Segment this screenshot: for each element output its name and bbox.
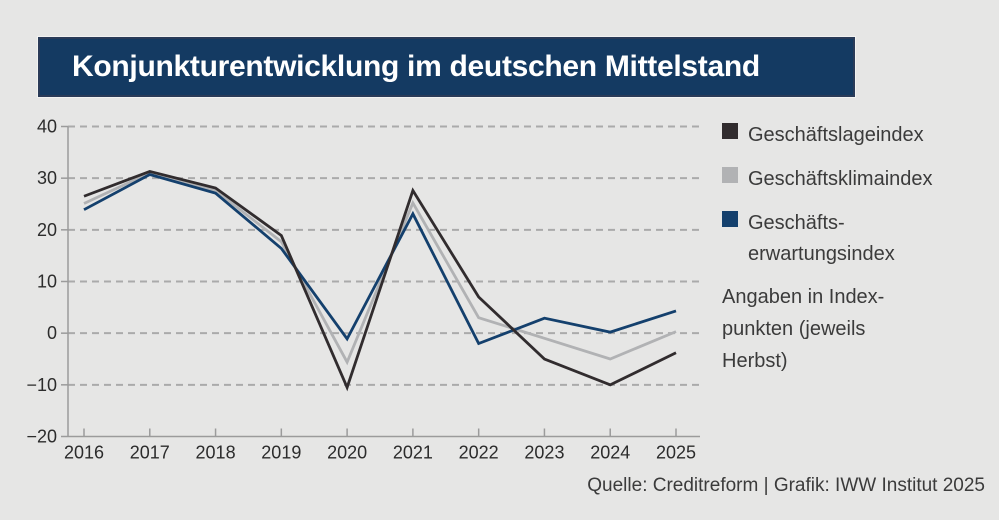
x-axis-label: 2022 — [459, 443, 499, 463]
x-axis-label: 2019 — [261, 443, 301, 463]
y-axis-label: 0 — [47, 323, 57, 343]
legend-label: Geschäftslageindex — [748, 124, 924, 146]
series-line-Geschäftsklimaindex — [83, 171, 677, 366]
legend-swatch-icon — [722, 167, 738, 183]
x-axis-label: 2021 — [393, 443, 433, 463]
y-axis-label: −10 — [26, 375, 57, 395]
series-line-Geschäftserwartungsindex — [83, 173, 677, 346]
x-axis-label: 2016 — [64, 443, 104, 463]
legend-item-geschaeftserwartungsindex: Geschäfts- erwartungsindex — [722, 208, 895, 270]
source-credit: Quelle: Creditreform | Grafik: IWW Insti… — [587, 475, 985, 496]
y-axis-label: 10 — [37, 272, 57, 292]
y-axis-label: 40 — [37, 117, 57, 137]
x-axis-label: 2018 — [196, 443, 236, 463]
x-axis-label: 2023 — [524, 443, 564, 463]
legend-label: Geschäfts- erwartungsindex — [748, 212, 895, 265]
title-banner: Konjunkturentwicklung im deutschen Mitte… — [38, 37, 855, 97]
legend-swatch-icon — [722, 123, 738, 139]
legend-item-geschaeftslageindex: Geschäftslageindex — [722, 120, 924, 151]
x-axis-label: 2024 — [590, 443, 630, 463]
series-line-Geschäftslageindex — [83, 169, 677, 392]
x-axis-label: 2020 — [327, 443, 367, 463]
y-axis-label: 20 — [37, 220, 57, 240]
x-axis-label: 2025 — [656, 443, 696, 463]
y-axis-label: −20 — [26, 427, 57, 447]
legend-item-geschaeftsklimaindex: Geschäftsklimaindex — [722, 164, 933, 195]
x-axis-label: 2017 — [130, 443, 170, 463]
page-title: Konjunkturentwicklung im deutschen Mitte… — [72, 50, 760, 83]
legend-swatch-icon — [722, 211, 738, 227]
legend-label: Geschäftsklimaindex — [748, 168, 933, 190]
y-axis-label: 30 — [37, 168, 57, 188]
chart-annotation: Angaben in Index- punkten (jeweils Herbs… — [722, 286, 885, 372]
